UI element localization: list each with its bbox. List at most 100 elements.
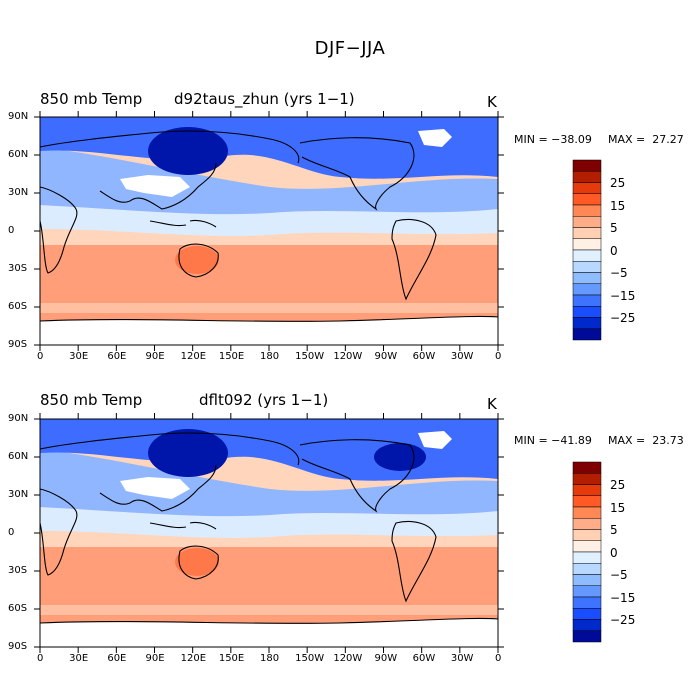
colorbar-swatch bbox=[572, 261, 602, 273]
latitude-tick-label: 0 bbox=[8, 527, 15, 538]
colorbar-tick-label: −25 bbox=[610, 311, 636, 325]
temperature-map bbox=[39, 117, 499, 345]
units-label: K bbox=[487, 395, 497, 413]
colorbar-swatch bbox=[572, 294, 602, 307]
colorbar-swatch bbox=[572, 238, 602, 251]
colorbar-swatch bbox=[572, 473, 602, 485]
colorbar-swatch bbox=[572, 529, 602, 541]
latitude-tick-label: 90N bbox=[8, 413, 29, 424]
colorbar-swatch bbox=[572, 227, 602, 239]
longitude-tick-label: 180 bbox=[260, 351, 280, 362]
latitude-tick-label: 30N bbox=[8, 489, 29, 500]
latitude-tick-label: 90N bbox=[8, 111, 29, 122]
coastlines bbox=[39, 432, 499, 624]
colorbar-tick-label: 0 bbox=[610, 243, 618, 258]
min-label: MIN = −38.09 bbox=[514, 133, 592, 146]
longitude-tick-label: 60E bbox=[107, 351, 127, 362]
map-frame bbox=[34, 111, 504, 351]
colorbar-swatch bbox=[572, 551, 602, 564]
longitude-tick-label: 0 bbox=[37, 653, 44, 664]
latitude-tick-label: 30S bbox=[8, 263, 28, 274]
colorbar-swatch bbox=[572, 518, 602, 530]
panel-bottom: 850 mb Temp dflt092 (yrs 1−1) K MIN = −4… bbox=[0, 0, 700, 447]
longitude-tick-label: 150E bbox=[218, 653, 245, 664]
tibet-missing bbox=[120, 477, 190, 499]
longitude-tick-label: 120E bbox=[180, 351, 207, 362]
southern-ocean-band bbox=[40, 605, 498, 615]
longitude-tick-label: 30W bbox=[450, 653, 474, 664]
australia-warm-spot bbox=[175, 246, 219, 274]
longitude-tick-label: 90W bbox=[374, 351, 398, 362]
colorbar-swatch bbox=[572, 461, 602, 474]
units-label: K bbox=[487, 93, 497, 111]
equatorial-band bbox=[40, 507, 498, 538]
australia-warm-spot bbox=[175, 548, 219, 576]
panel-variable-label: 850 mb Temp bbox=[40, 90, 143, 108]
latitude-tick-label: 30N bbox=[8, 187, 29, 198]
latitude-tick-label: 90S bbox=[8, 339, 28, 350]
panel-variable-label: 850 mb Temp bbox=[40, 391, 143, 409]
colorbar-swatch bbox=[572, 585, 602, 598]
longitude-tick-label: 90W bbox=[374, 653, 398, 664]
colorbar-tick-label: 5 bbox=[610, 221, 618, 235]
colorbar bbox=[572, 461, 602, 643]
colorbar-swatch bbox=[572, 182, 602, 194]
latitude-tick-label: 60S bbox=[8, 301, 28, 312]
colorbar-swatch bbox=[572, 328, 602, 341]
colorbar-swatch bbox=[572, 574, 602, 586]
coastlines bbox=[39, 130, 499, 322]
colorbar-swatch bbox=[572, 249, 602, 262]
colorbar-swatch bbox=[572, 495, 602, 508]
colorbar-tick-label: 5 bbox=[610, 523, 618, 537]
latitude-tick-label: 90S bbox=[8, 641, 28, 652]
colorbar-tick-label: 25 bbox=[610, 478, 626, 492]
latitude-tick-label: 60N bbox=[8, 451, 29, 462]
longitude-tick-label: 0 bbox=[37, 351, 44, 362]
longitude-tick-label: 30W bbox=[450, 351, 474, 362]
max-label: MAX = 27.27 bbox=[608, 133, 684, 146]
tibet-missing bbox=[120, 175, 190, 197]
longitude-tick-label: 30E bbox=[69, 351, 89, 362]
antarctica-missing bbox=[40, 316, 498, 345]
map-frame bbox=[34, 413, 504, 653]
colorbar-swatch bbox=[572, 306, 602, 318]
colorbar-swatch bbox=[572, 272, 602, 284]
midlatitude-cold-band bbox=[40, 449, 498, 517]
siberian-cold-core bbox=[148, 429, 228, 477]
colorbar-tick-label: −25 bbox=[610, 613, 636, 627]
longitude-tick-label: 60W bbox=[412, 351, 436, 362]
longitude-tick-label: 0 bbox=[495, 653, 502, 664]
colorbar-swatch bbox=[572, 171, 602, 183]
panel-top: 850 mb Temp d92taus_zhun (yrs 1−1) K MIN… bbox=[0, 0, 700, 300]
longitude-tick-label: 30E bbox=[69, 653, 89, 664]
longitude-tick-label: 120W bbox=[333, 653, 363, 664]
longitude-tick-label: 180 bbox=[260, 653, 280, 664]
antarctica-missing bbox=[40, 618, 498, 647]
colorbar-swatch bbox=[572, 619, 602, 631]
latitude-tick-label: 30S bbox=[8, 565, 28, 576]
colorbar-swatch bbox=[572, 317, 602, 329]
figure-title: DJF−JJA bbox=[314, 38, 386, 59]
colorbar-swatch bbox=[572, 283, 602, 296]
longitude-tick-label: 120W bbox=[333, 351, 363, 362]
greenland-missing bbox=[418, 129, 452, 147]
colorbar-tick-label: −5 bbox=[610, 266, 628, 280]
equatorial-band bbox=[40, 205, 498, 236]
colorbar-tick-label: 15 bbox=[610, 198, 626, 213]
latitude-tick-label: 60S bbox=[8, 603, 28, 614]
longitude-tick-label: 150W bbox=[295, 351, 325, 362]
colorbar-tick-label: −5 bbox=[610, 568, 628, 582]
colorbar-swatch bbox=[572, 563, 602, 575]
max-label: MAX = 23.73 bbox=[608, 434, 684, 447]
colorbar-tick-label: 0 bbox=[610, 545, 618, 560]
colorbar-tick-label: 25 bbox=[610, 176, 626, 190]
colorbar-swatch bbox=[572, 484, 602, 496]
colorbar-swatch bbox=[572, 506, 602, 519]
longitude-tick-label: 90E bbox=[145, 351, 165, 362]
temperature-map bbox=[39, 419, 499, 647]
colorbar-swatch bbox=[572, 216, 602, 228]
min-label: MIN = −41.89 bbox=[514, 434, 592, 447]
panel-case-label: d92taus_zhun (yrs 1−1) bbox=[174, 90, 355, 108]
longitude-tick-label: 120E bbox=[180, 653, 207, 664]
panel-case-label: dflt092 (yrs 1−1) bbox=[199, 391, 329, 409]
